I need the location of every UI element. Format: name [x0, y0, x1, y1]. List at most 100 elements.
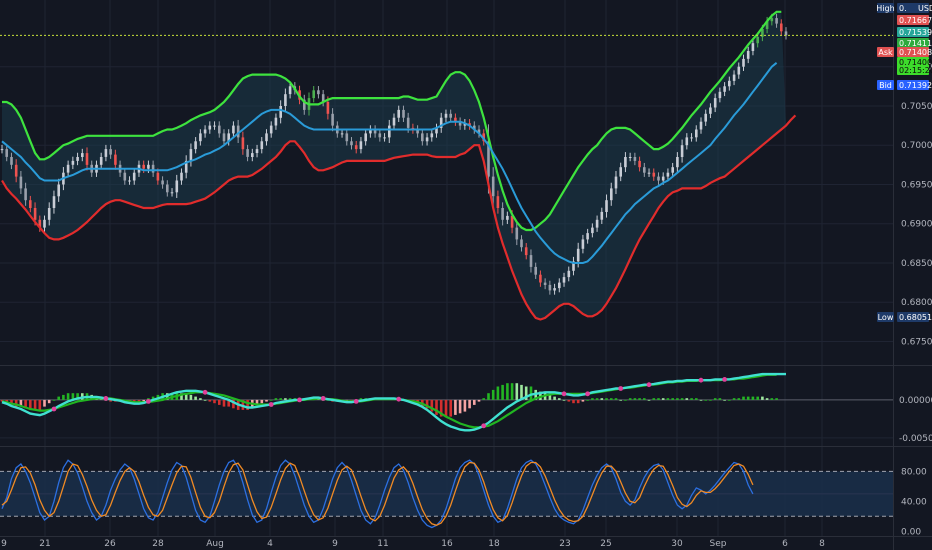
- candle-body: [690, 137, 693, 139]
- candle-body: [38, 219, 42, 228]
- macd-line: [1, 372, 786, 432]
- candle-body: [647, 172, 651, 174]
- macd-histogram-bar: [553, 396, 556, 400]
- macd-histogram-bar: [246, 399, 249, 410]
- candle-body: [704, 113, 707, 122]
- macd-histogram-bar: [567, 399, 571, 402]
- macd-histogram-bar: [62, 394, 65, 400]
- macd-histogram-bar: [199, 398, 202, 400]
- macd-histogram-bar: [591, 398, 594, 400]
- macd-histogram-bar: [425, 399, 429, 409]
- candle-body: [586, 233, 589, 240]
- macd-histogram-bar: [288, 398, 292, 400]
- macd-histogram-bar: [222, 399, 226, 407]
- macd-histogram-bar: [203, 399, 207, 401]
- candle-body: [402, 109, 405, 118]
- macd-histogram-bar: [718, 398, 722, 400]
- macd-histogram-bar: [487, 393, 490, 400]
- macd-histogram-bar: [572, 399, 575, 404]
- macd-tick-label: -0.00500: [899, 434, 932, 444]
- macd-cross-dot: [268, 402, 274, 407]
- macd-histogram-bar: [595, 398, 599, 400]
- candle-body: [454, 117, 457, 122]
- candle-body: [260, 141, 264, 150]
- macd-histogram-bar: [751, 396, 755, 400]
- candle-body: [713, 98, 717, 108]
- candle-body: [605, 200, 608, 212]
- price-pane[interactable]: [0, 10, 893, 321]
- time-tick-label: 11: [377, 539, 388, 549]
- candle-body: [378, 133, 382, 138]
- macd-histogram-bar: [676, 398, 679, 400]
- candle-body: [761, 29, 764, 37]
- stochastic-pane[interactable]: [0, 459, 893, 529]
- macd-cross-dot: [353, 399, 359, 404]
- candle-body: [515, 227, 519, 240]
- price-tag-label-box: [877, 80, 894, 90]
- candle-body: [255, 149, 259, 153]
- candle-body: [610, 188, 613, 201]
- price-tag-box: [897, 15, 929, 25]
- macd-cross-dot: [202, 389, 208, 395]
- candle-body: [19, 176, 23, 189]
- price-tag-label-box: [877, 3, 894, 13]
- candle-body: [10, 157, 13, 165]
- macd-histogram-bar: [628, 398, 632, 400]
- macd-histogram-bar: [482, 398, 485, 400]
- candle-body: [236, 125, 240, 138]
- macd-cross-dot: [396, 396, 402, 402]
- macd-histogram-bar: [255, 399, 259, 405]
- candle-body: [340, 133, 344, 135]
- macd-histogram-bar: [506, 383, 509, 400]
- candle-body: [501, 208, 504, 220]
- macd-histogram-bar: [643, 398, 646, 400]
- price-tag-countdown: 02:15:20: [899, 66, 932, 75]
- macd-cross-dot: [585, 391, 590, 397]
- candle-body: [520, 239, 523, 248]
- candle-body: [166, 184, 169, 193]
- price-tag-label: Low: [878, 313, 894, 322]
- macd-histogram-bar: [548, 394, 552, 400]
- candle-body: [369, 129, 372, 134]
- time-tick-label: 23: [559, 539, 570, 549]
- macd-histogram-bar: [14, 399, 18, 407]
- macd-histogram-bar: [151, 396, 155, 400]
- macd-histogram-bar: [581, 399, 585, 402]
- macd-histogram-bar: [43, 399, 46, 407]
- macd-histogram-bar: [614, 398, 618, 400]
- macd-histogram-bar: [728, 399, 731, 401]
- candle-body: [643, 167, 646, 173]
- candle-body: [147, 164, 150, 169]
- macd-histogram-bar: [562, 399, 566, 401]
- time-tick-label: 4: [267, 539, 273, 549]
- time-axis[interactable]: 9 21 26 28 Aug 4 9 11 16 18 23 25 30 Sep 6 8: [1, 539, 825, 549]
- candle-body: [496, 196, 500, 208]
- bollinger-basis-line: [1, 62, 778, 264]
- macd-cross-dot: [481, 423, 487, 429]
- time-tick-label: 16: [441, 539, 453, 549]
- candle-body: [463, 123, 467, 126]
- candle-body: [29, 200, 32, 208]
- macd-cross-dot: [722, 377, 727, 382]
- macd-histogram-bar: [454, 399, 457, 415]
- price-tag-label-box: [877, 312, 894, 322]
- candle-body: [548, 284, 552, 291]
- candle-body: [657, 176, 660, 181]
- candle-body: [373, 129, 377, 134]
- candle-body: [199, 133, 202, 142]
- macd-histogram-bar: [671, 398, 674, 400]
- candle-body: [770, 18, 774, 22]
- macd-histogram-bar: [491, 389, 495, 400]
- macd-pane[interactable]: [0, 372, 893, 439]
- candle-body: [477, 129, 481, 134]
- candle-body: [421, 133, 424, 142]
